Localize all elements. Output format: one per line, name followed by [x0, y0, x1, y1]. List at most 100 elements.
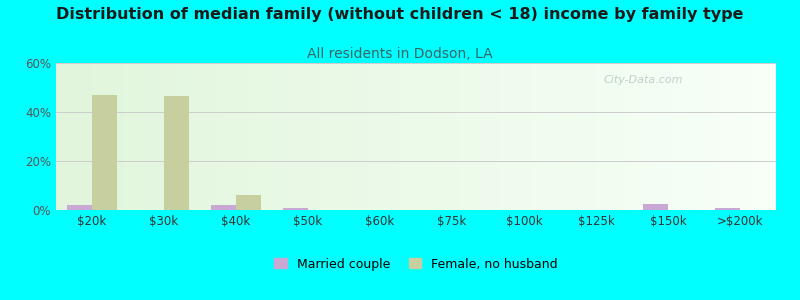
Bar — [182, 63, 186, 210]
Bar — [279, 63, 283, 210]
Bar — [59, 63, 63, 210]
Bar — [380, 63, 384, 210]
Bar — [63, 63, 67, 210]
Bar — [730, 63, 733, 210]
Bar — [560, 63, 563, 210]
Bar — [704, 63, 708, 210]
Bar — [610, 63, 614, 210]
Bar — [553, 63, 557, 210]
Bar — [434, 63, 438, 210]
Bar — [366, 63, 369, 210]
Bar — [193, 63, 197, 210]
Bar — [110, 63, 114, 210]
Text: City-Data.com: City-Data.com — [603, 75, 682, 85]
Bar — [514, 63, 517, 210]
Bar — [150, 63, 154, 210]
Bar — [275, 63, 279, 210]
Bar — [762, 63, 765, 210]
Bar — [214, 63, 218, 210]
Bar — [200, 63, 203, 210]
Bar — [240, 63, 243, 210]
Bar — [632, 63, 636, 210]
Bar — [470, 63, 474, 210]
Bar — [682, 63, 686, 210]
Bar — [718, 63, 722, 210]
Bar — [246, 63, 250, 210]
Bar — [736, 63, 740, 210]
Bar — [236, 63, 240, 210]
Bar — [197, 63, 200, 210]
Bar — [643, 204, 668, 210]
Bar — [423, 63, 427, 210]
Bar — [92, 95, 118, 210]
Bar — [574, 63, 578, 210]
Bar — [672, 63, 675, 210]
Bar — [78, 63, 82, 210]
Bar — [282, 63, 286, 210]
Bar — [534, 63, 538, 210]
Bar — [74, 63, 78, 210]
Bar — [462, 63, 466, 210]
Bar — [773, 63, 776, 210]
Bar — [442, 63, 445, 210]
Bar — [409, 63, 413, 210]
Bar — [290, 63, 294, 210]
Bar — [521, 63, 524, 210]
Bar — [452, 63, 456, 210]
Bar — [370, 63, 373, 210]
Bar — [354, 63, 358, 210]
Bar — [614, 63, 618, 210]
Bar — [298, 63, 301, 210]
Bar — [538, 63, 542, 210]
Bar — [164, 96, 189, 210]
Bar — [570, 63, 574, 210]
Bar — [351, 63, 354, 210]
Bar — [229, 63, 233, 210]
Bar — [391, 63, 394, 210]
Bar — [348, 63, 351, 210]
Bar — [175, 63, 178, 210]
Bar — [661, 63, 664, 210]
Bar — [70, 63, 74, 210]
Bar — [427, 63, 430, 210]
Bar — [726, 63, 730, 210]
Bar — [171, 63, 174, 210]
Bar — [733, 63, 736, 210]
Bar — [384, 63, 387, 210]
Bar — [430, 63, 434, 210]
Bar — [102, 63, 106, 210]
Bar — [398, 63, 402, 210]
Bar — [211, 63, 214, 210]
Bar — [394, 63, 398, 210]
Bar — [528, 63, 531, 210]
Bar — [751, 63, 754, 210]
Bar — [625, 63, 629, 210]
Bar — [715, 63, 718, 210]
Bar — [654, 63, 657, 210]
Bar — [121, 63, 125, 210]
Bar — [765, 63, 769, 210]
Bar — [477, 63, 481, 210]
Bar — [679, 63, 682, 210]
Bar — [294, 63, 298, 210]
Bar — [157, 63, 160, 210]
Bar — [488, 63, 491, 210]
Bar — [226, 63, 229, 210]
Bar — [265, 63, 268, 210]
Bar — [341, 63, 344, 210]
Legend: Married couple, Female, no husband: Married couple, Female, no husband — [270, 254, 562, 274]
Bar — [502, 63, 506, 210]
Bar — [402, 63, 405, 210]
Bar — [639, 63, 642, 210]
Bar — [67, 63, 70, 210]
Bar — [747, 63, 750, 210]
Bar — [164, 63, 168, 210]
Bar — [387, 63, 391, 210]
Bar — [178, 63, 182, 210]
Bar — [495, 63, 499, 210]
Bar — [243, 63, 247, 210]
Bar — [722, 63, 726, 210]
Bar — [236, 195, 261, 210]
Bar — [445, 63, 448, 210]
Bar — [56, 63, 59, 210]
